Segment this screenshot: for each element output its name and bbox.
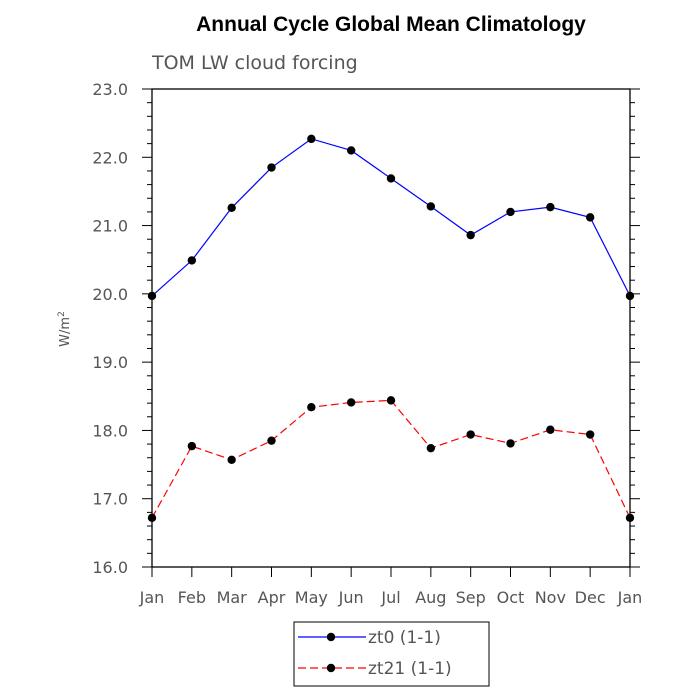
x-tick-label: Apr	[258, 588, 286, 607]
series-2-point	[386, 396, 396, 405]
y-tick-label: 16.0	[92, 558, 128, 577]
series-line-1	[151, 138, 631, 297]
y-tick-label: 21.0	[92, 217, 128, 236]
x-tick-label: Oct	[497, 588, 525, 607]
y-tick-label: 18.0	[92, 421, 128, 440]
series-2-point	[585, 430, 595, 439]
series-1-point	[546, 202, 555, 212]
y-tick-label: 17.0	[92, 490, 128, 509]
legend-marker-1	[326, 632, 336, 642]
x-tick-label: Jul	[380, 588, 400, 607]
series-1-point	[147, 291, 157, 301]
series-2-point	[187, 441, 197, 451]
series-2-point	[466, 430, 475, 439]
series-1-point	[346, 146, 356, 155]
series-1-point	[227, 203, 236, 213]
legend-marker-2	[326, 663, 336, 673]
series-1-point	[585, 213, 595, 222]
series-2-point	[546, 425, 555, 434]
y-tick-label: 22.0	[92, 148, 128, 167]
x-tick-label: Jun	[338, 588, 364, 607]
x-tick-label: Nov	[535, 588, 566, 607]
chart-title: Annual Cycle Global Mean Climatology	[196, 13, 586, 36]
series-line-2	[151, 399, 631, 519]
y-axis-label-text: W/m	[58, 317, 73, 347]
x-tick-label: Jan	[139, 588, 165, 607]
x-tick-label: Feb	[178, 588, 206, 607]
y-axis-label-superscript: 2	[57, 311, 67, 317]
series-1-point	[426, 202, 436, 211]
series-1-point	[386, 174, 396, 183]
legend: zt0 (1-1) zt21 (1-1)	[293, 621, 490, 687]
series-2-point	[267, 436, 276, 445]
series-2-point	[426, 443, 436, 453]
series-2-point	[147, 513, 157, 523]
legend-label-2: zt21 (1-1)	[368, 659, 452, 679]
y-axis-label: W/m2	[57, 311, 73, 347]
legend-label-1: zt0 (1-1)	[368, 628, 441, 648]
series-2-point	[346, 398, 356, 407]
series-1-point	[307, 134, 316, 144]
y-tick-label: 23.0	[92, 80, 128, 99]
series-2-point	[227, 455, 236, 464]
series-2-point	[506, 439, 515, 448]
x-tick-label: Sep	[456, 588, 486, 607]
legend-box	[293, 621, 490, 687]
x-tick-label: May	[295, 588, 328, 607]
y-tick-label: 19.0	[92, 353, 128, 372]
series-2-point	[307, 403, 316, 412]
plot-frame	[151, 88, 631, 568]
series-1-point	[625, 291, 635, 301]
series-layer	[147, 134, 635, 523]
series-1-point	[466, 230, 475, 240]
x-tick-label: Mar	[217, 588, 248, 607]
y-tick-label: 20.0	[92, 285, 128, 304]
x-tick-label: Dec	[575, 588, 606, 607]
series-2-point	[625, 513, 635, 523]
x-tick-label: Jan	[617, 588, 643, 607]
series-1-point	[267, 163, 276, 172]
chart-subtitle: TOM LW cloud forcing	[151, 52, 358, 74]
axes: 16.0 17.0 18.0 19.0 20.0 21.0 22.0 23.0 Jan Feb Ma…	[92, 80, 642, 607]
x-tick-label: Aug	[415, 588, 446, 607]
series-1-point	[187, 256, 197, 265]
series-1-point	[506, 207, 515, 217]
